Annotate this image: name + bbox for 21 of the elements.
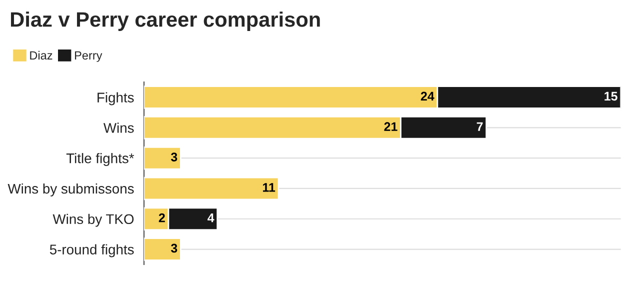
bar xyxy=(144,238,182,261)
y-tick-label: Wins by TKO xyxy=(52,214,134,227)
data-label: 4 xyxy=(208,214,214,222)
y-tick-label: 5-round fights xyxy=(50,244,134,258)
bar xyxy=(144,146,182,170)
y-tick-label: Wins xyxy=(103,122,134,133)
y-tick-label: Title fights* xyxy=(66,153,134,166)
data-label: 21 xyxy=(384,122,398,131)
y-tick-label: Wins by submissons xyxy=(8,183,134,196)
legend-label: Perry xyxy=(75,51,102,62)
legend-label: Diaz xyxy=(30,50,52,60)
chart-title: Diaz v Perry career comparison xyxy=(10,12,320,31)
data-label: 7 xyxy=(476,122,483,131)
data-label: 3 xyxy=(170,152,178,162)
data-label: 2 xyxy=(158,213,165,222)
data-label: 15 xyxy=(604,92,618,101)
bar xyxy=(144,176,280,200)
y-tick-label: Fights xyxy=(98,92,134,106)
data-label: 24 xyxy=(420,92,434,101)
data-label: 3 xyxy=(170,244,178,253)
data-label: 11 xyxy=(263,183,276,192)
